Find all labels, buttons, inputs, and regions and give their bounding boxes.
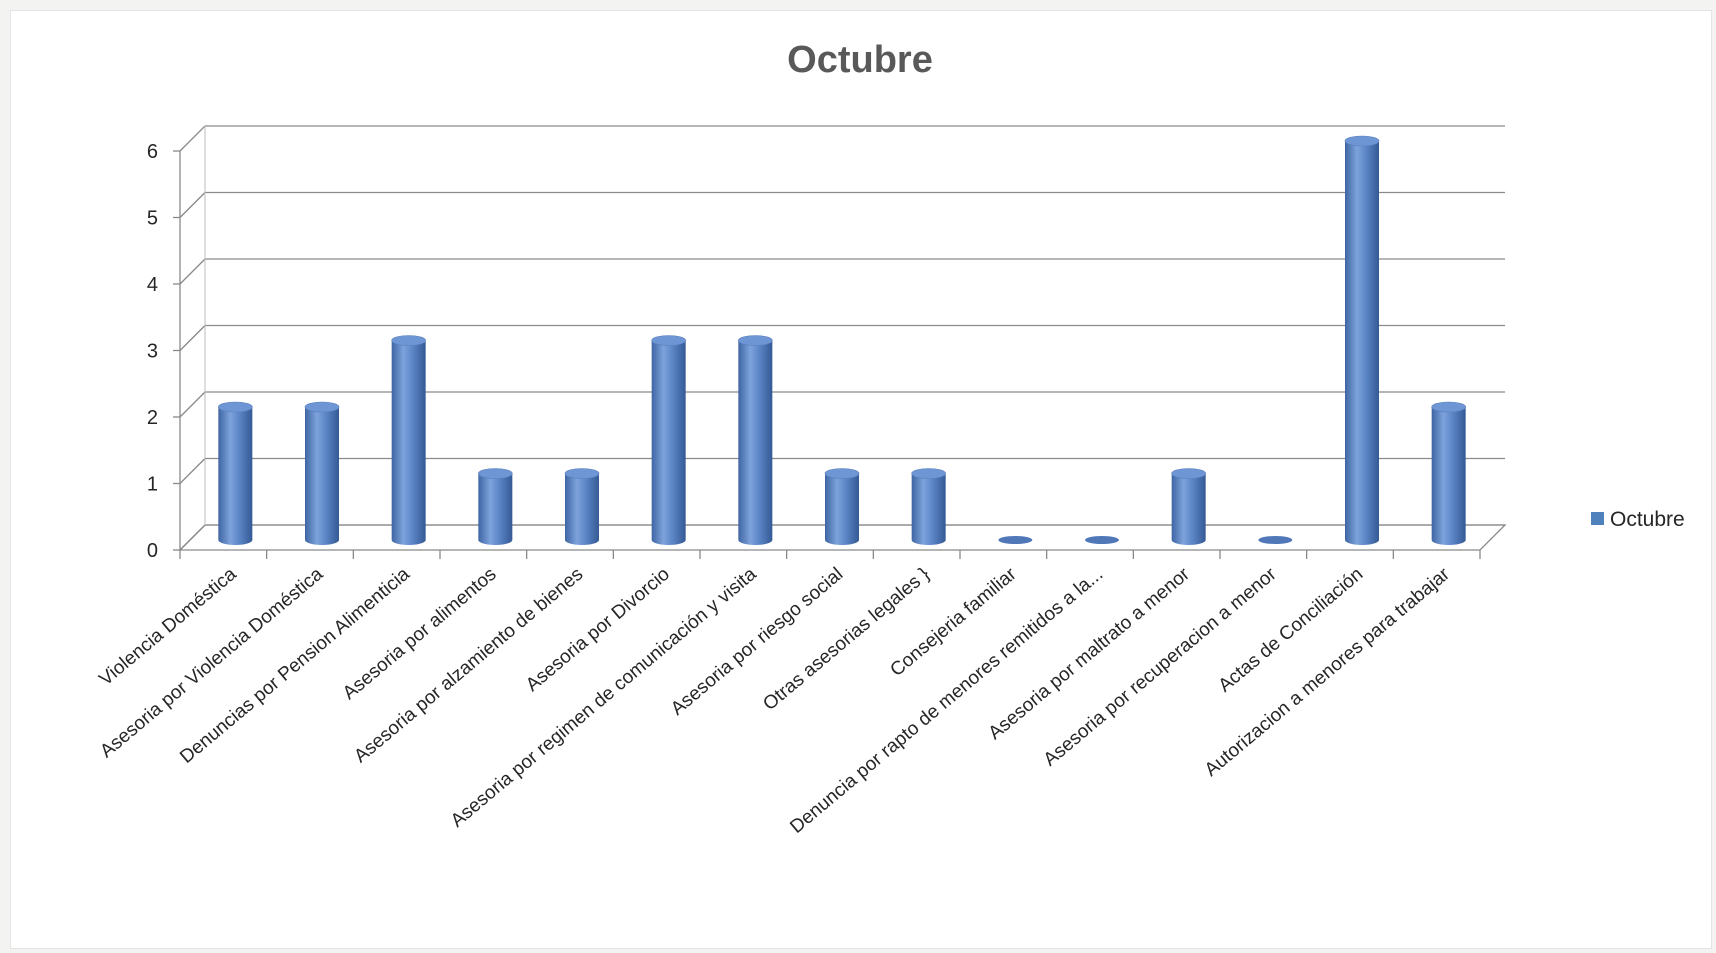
bar-body-1 xyxy=(218,407,253,545)
category-label-7: Asesoria por regimen de comunicación y v… xyxy=(447,563,761,831)
bar-12 xyxy=(1171,468,1206,545)
bar-6 xyxy=(651,335,686,545)
bar-top-6 xyxy=(651,335,686,346)
bar-body-12 xyxy=(1171,473,1206,545)
bar-top-2 xyxy=(304,401,340,413)
bar-body-2 xyxy=(305,407,339,545)
y-tick-label-2: 2 xyxy=(147,407,158,429)
category-label-4: Asesoria por alimentos xyxy=(339,564,501,704)
bar-13 xyxy=(1258,536,1293,544)
bar-top-7 xyxy=(738,335,773,346)
gridline-side-5 xyxy=(179,192,206,218)
category-label-11: Denuncia por rapto de menores remitidos … xyxy=(786,564,1107,838)
legend-label-octubre: Octubre xyxy=(1610,508,1685,531)
bar-body-7 xyxy=(738,340,773,545)
category-label-9: Otras asesorias legales } xyxy=(759,564,933,715)
bar-5 xyxy=(564,468,600,545)
y-tick-label-4: 4 xyxy=(147,274,158,296)
y-tick-label-0: 0 xyxy=(147,540,158,562)
chart-frame xyxy=(10,10,1712,949)
y-tick-label-6: 6 xyxy=(147,141,158,163)
legend: Octubre xyxy=(1591,508,1685,531)
chart-title: Octubre xyxy=(787,39,933,81)
gridline-side-4 xyxy=(179,258,206,285)
bar-top-11 xyxy=(1085,536,1119,544)
bar-11 xyxy=(1085,536,1119,544)
bar-15 xyxy=(1431,401,1466,545)
bar-top-10 xyxy=(998,536,1033,544)
bar-body-5 xyxy=(565,473,599,545)
bar-body-4 xyxy=(478,473,513,545)
legend-swatch-octubre xyxy=(1591,512,1604,525)
bar-top-1 xyxy=(218,401,253,413)
category-label-14: Actas de Conciliación xyxy=(1215,564,1368,697)
bar-1 xyxy=(218,401,253,545)
bar-7 xyxy=(738,335,773,545)
bar-top-13 xyxy=(1258,536,1293,544)
axes: 0 1 2 3 4 5 6 xyxy=(147,126,1507,562)
gridline-side-3 xyxy=(179,325,206,351)
bar-body-8 xyxy=(825,473,859,545)
bar-body-14 xyxy=(1345,141,1379,545)
bar-top-3 xyxy=(391,335,426,346)
gridline-side-2 xyxy=(179,391,206,418)
category-label-6: Asesoria por Divorcio xyxy=(522,564,674,696)
category-label-8: Asesoria por riesgo social xyxy=(667,564,847,720)
bar-body-6 xyxy=(651,340,686,545)
bar-3 xyxy=(391,335,426,545)
bar-9 xyxy=(911,468,946,545)
bar-top-9 xyxy=(911,468,946,479)
bar-body-3 xyxy=(391,340,426,545)
bar-8 xyxy=(824,468,860,545)
gridline-side-6 xyxy=(179,125,206,152)
bar-top-5 xyxy=(564,468,600,479)
y-tick-label-5: 5 xyxy=(147,208,158,230)
bar-top-12 xyxy=(1171,468,1206,479)
gridline-side-1 xyxy=(179,458,206,484)
bar-2 xyxy=(304,401,340,545)
bar-top-8 xyxy=(824,468,860,479)
bar-4 xyxy=(478,468,513,545)
bars xyxy=(218,135,1466,545)
bar-body-9 xyxy=(911,473,946,545)
category-label-1: Violencia Doméstica xyxy=(95,563,240,690)
bar-top-14 xyxy=(1344,135,1380,147)
y-tick-label-1: 1 xyxy=(147,474,158,496)
bar-top-15 xyxy=(1431,401,1466,413)
y-tick-label-3: 3 xyxy=(147,341,158,363)
bar-top-4 xyxy=(478,468,513,479)
bar-10 xyxy=(998,536,1033,544)
bar-body-15 xyxy=(1431,407,1466,545)
bar-14 xyxy=(1344,135,1380,545)
